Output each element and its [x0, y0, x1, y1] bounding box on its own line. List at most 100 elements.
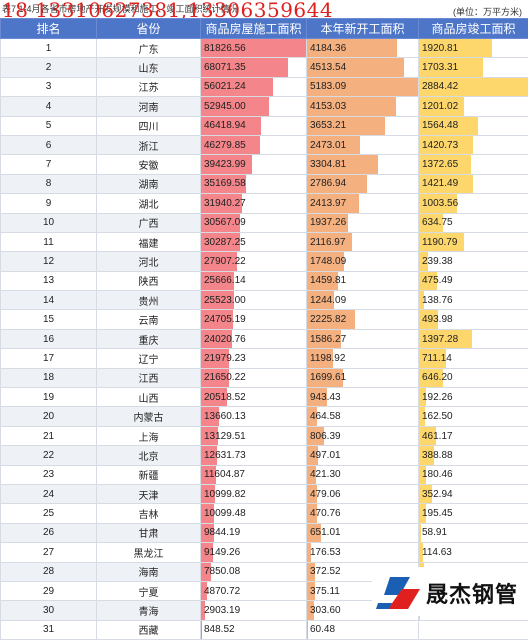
construction-cell: 30567.09 — [201, 213, 307, 232]
new-start-cell: 806.39 — [307, 426, 419, 445]
province-cell: 天津 — [97, 484, 201, 503]
completed-cell: 1920.81 — [419, 39, 528, 58]
completed-cell: 1003.56 — [419, 194, 528, 213]
province-cell: 广东 — [97, 39, 201, 58]
completed-value: 1420.73 — [419, 140, 458, 151]
construction-cell: 10999.82 — [201, 484, 307, 503]
completed-cell: 352.94 — [419, 484, 528, 503]
logo-text: 晟杰钢管 — [426, 577, 518, 609]
construction-cell: 13660.13 — [201, 407, 307, 426]
construction-cell: 10099.48 — [201, 504, 307, 523]
new-start-cell: 1459.81 — [307, 271, 419, 290]
construction-cell: 24020.76 — [201, 329, 307, 348]
completed-cell: 162.50 — [419, 407, 528, 426]
new-start-cell: 497.01 — [307, 446, 419, 465]
construction-value: 13660.13 — [201, 411, 246, 422]
new-start-value: 2413.97 — [307, 198, 346, 209]
new-start-cell: 2473.01 — [307, 135, 419, 154]
completed-value: 114.63 — [419, 547, 452, 558]
completed-cell: 475.49 — [419, 271, 528, 290]
logo-emblem-icon — [376, 573, 422, 611]
construction-value: 35169.58 — [201, 178, 246, 189]
completed-cell: 1201.02 — [419, 97, 528, 116]
completed-value: 1564.48 — [419, 120, 458, 131]
header-construction-area: 商品房屋施工面积 — [201, 19, 307, 39]
construction-value: 21650.22 — [201, 372, 246, 383]
new-start-value: 1244.09 — [307, 295, 346, 306]
completed-cell: 461.17 — [419, 426, 528, 445]
construction-cell: 35169.58 — [201, 174, 307, 193]
construction-value: 7850.08 — [201, 566, 240, 577]
province-cell: 黑龙江 — [97, 543, 201, 562]
new-start-value: 806.39 — [307, 431, 341, 442]
header-rank: 排名 — [1, 19, 97, 39]
province-cell: 陕西 — [97, 271, 201, 290]
construction-value: 9149.26 — [201, 547, 240, 558]
new-start-value: 497.01 — [307, 450, 341, 461]
rank-cell: 14 — [1, 291, 97, 310]
province-cell: 浙江 — [97, 135, 201, 154]
construction-value: 10099.48 — [201, 508, 246, 519]
construction-value: 25523.00 — [201, 295, 246, 306]
rank-cell: 4 — [1, 97, 97, 116]
completed-value: 180.46 — [419, 469, 453, 480]
new-start-value: 2116.97 — [307, 237, 345, 248]
province-cell: 河北 — [97, 252, 201, 271]
new-start-value: 60.48 — [307, 624, 335, 635]
construction-value: 13129.51 — [201, 431, 246, 442]
construction-cell: 25523.00 — [201, 291, 307, 310]
rank-cell: 25 — [1, 504, 97, 523]
new-start-value: 1586.27 — [307, 334, 346, 345]
construction-cell: 21650.22 — [201, 368, 307, 387]
construction-cell: 9149.26 — [201, 543, 307, 562]
province-cell: 湖南 — [97, 174, 201, 193]
construction-cell: 2903.19 — [201, 601, 307, 620]
new-start-value: 4184.36 — [307, 43, 346, 54]
completed-value: 1190.79 — [419, 237, 457, 248]
completed-value: 1397.28 — [419, 334, 458, 345]
rank-cell: 11 — [1, 232, 97, 251]
new-start-value: 3304.81 — [307, 159, 346, 170]
construction-value: 9844.19 — [201, 527, 240, 538]
province-cell: 福建 — [97, 232, 201, 251]
completed-cell — [419, 620, 528, 639]
completed-value — [419, 624, 422, 635]
table-header-row: 排名 省份 商品房屋施工面积 本年新开工面积 商品房竣工面积 — [1, 19, 528, 39]
new-start-value: 1459.81 — [307, 275, 346, 286]
rank-cell: 23 — [1, 465, 97, 484]
completed-value: 388.88 — [419, 450, 453, 461]
new-start-cell: 470.76 — [307, 504, 419, 523]
completed-cell: 646.20 — [419, 368, 528, 387]
completed-value: 239.38 — [419, 256, 453, 267]
completed-cell: 1190.79 — [419, 232, 528, 251]
completed-cell: 1397.28 — [419, 329, 528, 348]
rank-cell: 7 — [1, 155, 97, 174]
rank-cell: 27 — [1, 543, 97, 562]
construction-value: 21979.23 — [201, 353, 246, 364]
construction-cell: 27907.22 — [201, 252, 307, 271]
new-start-cell: 3304.81 — [307, 155, 419, 174]
rank-cell: 13 — [1, 271, 97, 290]
construction-cell: 81826.56 — [201, 39, 307, 58]
construction-cell: 68071.35 — [201, 58, 307, 77]
completed-cell: 2884.42 — [419, 77, 528, 96]
new-start-value: 4513.54 — [307, 62, 346, 73]
province-cell: 西藏 — [97, 620, 201, 639]
completed-value: 711.14 — [419, 353, 452, 364]
construction-cell: 52945.00 — [201, 97, 307, 116]
new-start-cell: 4153.03 — [307, 97, 419, 116]
rank-cell: 22 — [1, 446, 97, 465]
new-start-cell: 421.30 — [307, 465, 419, 484]
completed-value: 1201.02 — [419, 101, 458, 112]
completed-value: 352.94 — [419, 489, 453, 500]
